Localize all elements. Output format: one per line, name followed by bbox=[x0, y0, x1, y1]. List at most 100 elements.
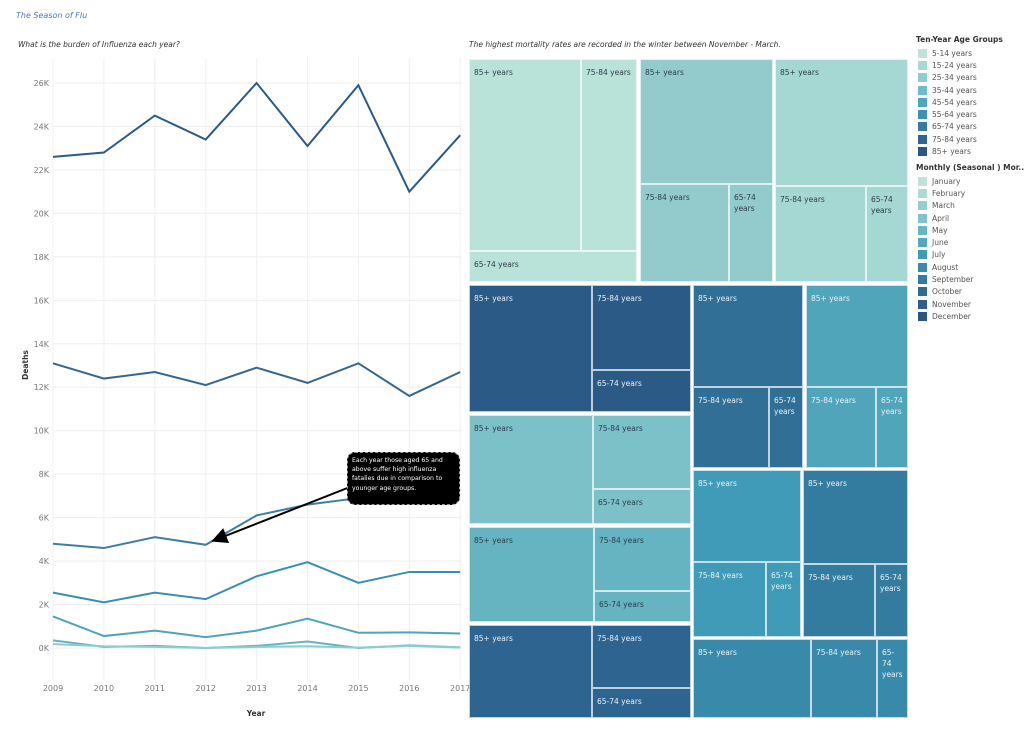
legend-swatch bbox=[918, 48, 927, 58]
treemap-cell-september[interactable]: 85+ years bbox=[803, 470, 908, 564]
legend-item[interactable]: February bbox=[916, 187, 1024, 199]
series-line-1[interactable] bbox=[52, 362, 461, 398]
treemap-cell-july[interactable]: 75-84 years bbox=[693, 562, 766, 637]
x-tick-label: 2016 bbox=[399, 684, 419, 693]
x-tick-label: 2015 bbox=[348, 684, 368, 693]
legend-item[interactable]: 75-84 years bbox=[916, 133, 1003, 145]
legend-item[interactable]: 55-64 years bbox=[916, 108, 1003, 120]
legend-item[interactable]: October bbox=[916, 286, 1024, 298]
x-tick-label: 2017 bbox=[450, 684, 470, 693]
treemap-cell-august[interactable]: 85+ years bbox=[693, 639, 811, 718]
legend-item[interactable]: April bbox=[916, 212, 1024, 224]
legend-label: 55-64 years bbox=[932, 110, 977, 120]
treemap-cell-january[interactable]: 65-74 years bbox=[469, 251, 637, 282]
treemap-cell-november[interactable]: 65-74 years bbox=[592, 688, 691, 718]
annotation-arrow bbox=[211, 486, 351, 544]
legend-swatch bbox=[918, 188, 927, 198]
legend-age-title: Ten-Year Age Groups bbox=[916, 35, 1003, 44]
legend-label: 45-54 years bbox=[932, 97, 977, 107]
series-line-0[interactable] bbox=[52, 81, 461, 194]
legend-item[interactable]: 65-74 years bbox=[916, 121, 1003, 133]
treemap-cell-february[interactable]: 85+ years bbox=[775, 59, 908, 186]
legend-item[interactable]: August bbox=[916, 261, 1024, 273]
treemap-cell-may[interactable]: 85+ years bbox=[469, 527, 594, 622]
legend-item[interactable]: September bbox=[916, 273, 1024, 285]
treemap-cell-december[interactable]: 65-74 years bbox=[592, 370, 691, 412]
legend-item[interactable]: 25-34 years bbox=[916, 72, 1003, 84]
y-tick-label: 6K bbox=[39, 514, 50, 523]
y-tick-label: 26K bbox=[34, 79, 50, 88]
legend-label: 35-44 years bbox=[932, 85, 977, 95]
legend-label: July bbox=[932, 250, 946, 260]
treemap-cell-may[interactable]: 65-74 years bbox=[594, 591, 691, 622]
y-tick-label: 22K bbox=[34, 166, 50, 175]
treemap-cell-november[interactable]: 75-84 years bbox=[592, 625, 691, 688]
dashboard-title: The Season of Flu bbox=[16, 11, 88, 20]
legend-item[interactable]: January bbox=[916, 175, 1024, 187]
treemap-cell-june[interactable]: 65-74 years bbox=[876, 387, 908, 468]
legend-item[interactable]: 15-24 years bbox=[916, 59, 1003, 71]
legend-month-title: Monthly (Seasonal ) Mor... bbox=[916, 163, 1024, 172]
treemap-cell-may[interactable]: 75-84 years bbox=[594, 527, 691, 591]
legend-label: January bbox=[932, 176, 961, 186]
treemap-cell-april[interactable]: 65-74 years bbox=[593, 489, 691, 524]
legend-item[interactable]: December bbox=[916, 310, 1024, 322]
x-tick-label: 2010 bbox=[94, 684, 114, 693]
treemap-cell-june[interactable]: 75-84 years bbox=[806, 387, 876, 468]
x-tick-label: 2013 bbox=[246, 684, 266, 693]
treemap-cell-december[interactable]: 85+ years bbox=[469, 285, 592, 412]
treemap-cell-february[interactable]: 75-84 years bbox=[775, 186, 866, 282]
legend-swatch bbox=[918, 262, 927, 272]
treemap-cell-december[interactable]: 75-84 years bbox=[592, 285, 691, 370]
legend-label: 5-14 years bbox=[932, 48, 973, 58]
legend-item[interactable]: 85+ years bbox=[916, 145, 1003, 157]
treemap-cell-february[interactable]: 65-74 years bbox=[866, 186, 908, 282]
treemap-cell-october[interactable]: 85+ years bbox=[693, 285, 803, 387]
legend-item[interactable]: March bbox=[916, 200, 1024, 212]
legend-swatch bbox=[918, 275, 927, 285]
legend-item[interactable]: 5-14 years bbox=[916, 47, 1003, 59]
y-tick-label: 16K bbox=[34, 296, 50, 305]
legend-label: 75-84 years bbox=[932, 134, 977, 144]
treemap-cell-october[interactable]: 75-84 years bbox=[693, 387, 769, 468]
legend-label: September bbox=[932, 275, 974, 285]
y-tick-label: 20K bbox=[34, 209, 50, 218]
treemap-cell-march[interactable]: 75-84 years bbox=[640, 184, 729, 282]
treemap-cell-november[interactable]: 85+ years bbox=[469, 625, 592, 718]
treemap-cell-april[interactable]: 85+ years bbox=[469, 415, 593, 524]
treemap-cell-october[interactable]: 65-74 years bbox=[769, 387, 803, 468]
series-line-4[interactable] bbox=[52, 615, 461, 639]
series-line-3[interactable] bbox=[52, 561, 461, 604]
legend-age-groups[interactable]: Ten-Year Age Groups 5-14 years 15-24 year… bbox=[916, 35, 1003, 158]
legend-item[interactable]: May bbox=[916, 224, 1024, 236]
legend-item[interactable]: June bbox=[916, 236, 1024, 248]
treemap-cell-january[interactable]: 75-84 years bbox=[581, 59, 637, 251]
treemap-cell-march[interactable]: 85+ years bbox=[640, 59, 773, 184]
legend-item[interactable]: 45-54 years bbox=[916, 96, 1003, 108]
legend-label: November bbox=[932, 299, 972, 309]
legend-swatch bbox=[918, 201, 927, 211]
treemap-cell-august[interactable]: 75-84 years bbox=[811, 639, 877, 718]
legend-swatch bbox=[918, 147, 927, 157]
treemap-cell-june[interactable]: 85+ years bbox=[806, 285, 908, 387]
treemap-cell-july[interactable]: 65-74 years bbox=[766, 562, 801, 637]
legend-months[interactable]: Monthly (Seasonal ) Mor... January Februa… bbox=[916, 163, 1024, 323]
y-tick-label: 24K bbox=[34, 122, 50, 131]
treemap-cell-january[interactable]: 85+ years bbox=[469, 59, 581, 251]
legend-label: 85+ years bbox=[932, 147, 971, 157]
series-line-6[interactable] bbox=[52, 643, 461, 650]
treemap-title: The highest mortality rates are recorded… bbox=[469, 40, 781, 49]
legend-label: June bbox=[932, 238, 949, 248]
treemap-cell-august[interactable]: 65-74 years bbox=[877, 639, 908, 718]
legend-item[interactable]: 35-44 years bbox=[916, 84, 1003, 96]
treemap-cell-july[interactable]: 85+ years bbox=[693, 470, 801, 562]
treemap-cell-april[interactable]: 75-84 years bbox=[593, 415, 691, 489]
treemap-cell-september[interactable]: 65-74 years bbox=[875, 564, 908, 637]
y-axis-label: Deaths bbox=[21, 350, 30, 380]
treemap-cell-march[interactable]: 65-74 years bbox=[729, 184, 773, 282]
x-tick-label: 2011 bbox=[145, 684, 165, 693]
legend-label: December bbox=[932, 311, 971, 321]
treemap-cell-september[interactable]: 75-84 years bbox=[803, 564, 875, 637]
legend-item[interactable]: November bbox=[916, 298, 1024, 310]
legend-item[interactable]: July bbox=[916, 249, 1024, 261]
